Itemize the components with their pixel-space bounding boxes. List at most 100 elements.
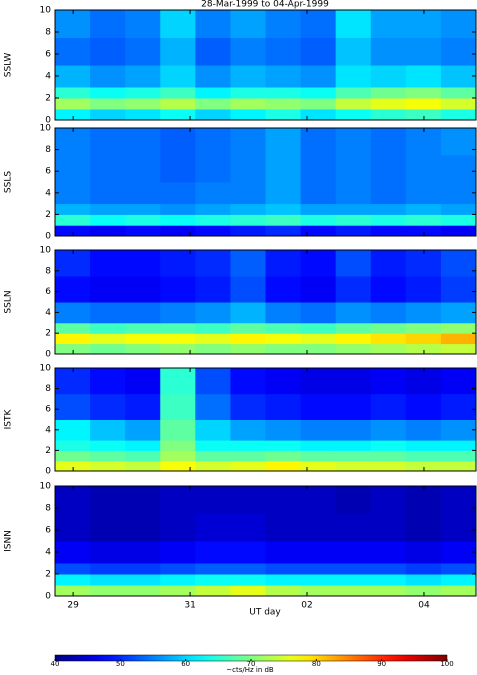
heat-cell [405, 419, 442, 441]
heat-cell [335, 585, 372, 597]
heat-cell [335, 250, 372, 277]
heat-cell [300, 541, 337, 564]
heat-cell [300, 563, 337, 575]
heat-cell [265, 98, 302, 110]
heat-cell [370, 276, 407, 303]
heat-cell [55, 250, 91, 277]
heat-cell [370, 203, 407, 215]
y-tick-label: 6 [45, 50, 51, 60]
heat-cell [265, 563, 302, 575]
heat-cell [195, 65, 231, 88]
heat-cell [195, 128, 231, 156]
heat-cell [195, 440, 231, 451]
y-tick-label: 6 [45, 287, 51, 297]
heat-cell [265, 343, 302, 355]
heat-cell [335, 419, 372, 441]
heat-cell [90, 541, 126, 564]
heat-cell [265, 302, 302, 324]
heat-cell [230, 513, 266, 542]
heat-cell [405, 368, 442, 395]
heat-cell [55, 203, 91, 215]
y-axis-label: ISTK [4, 409, 14, 430]
heat-cell [335, 203, 372, 215]
heat-cell [195, 486, 231, 514]
y-tick-label: 8 [45, 28, 51, 38]
heat-cell [230, 574, 266, 586]
heat-cell [335, 486, 372, 514]
heat-cell [195, 214, 231, 226]
heat-cell [195, 393, 231, 420]
heat-cell [90, 585, 126, 597]
heat-cell [160, 368, 196, 395]
y-tick-label: 8 [45, 266, 51, 276]
heat-cell [370, 450, 407, 462]
heat-cell [125, 513, 161, 542]
heat-cell [405, 128, 442, 156]
heat-cell [405, 225, 442, 237]
heat-cell [440, 10, 477, 38]
heat-cell [55, 333, 91, 345]
x-axis-label: UT day [249, 608, 281, 618]
heat-cell [230, 203, 266, 215]
y-tick-label: 10 [40, 124, 52, 134]
heat-cell [160, 563, 196, 575]
heat-cell [335, 440, 372, 451]
heat-cell [405, 460, 442, 472]
heat-cell [230, 214, 266, 226]
heat-cell [300, 65, 337, 88]
heat-cell [405, 333, 442, 345]
heat-cell [405, 276, 442, 303]
heat-cell [300, 87, 337, 99]
heat-cell [125, 419, 161, 441]
heat-cell [405, 98, 442, 110]
heat-cell [90, 440, 126, 451]
heat-cell [230, 87, 266, 99]
heat-cell [370, 109, 407, 121]
heat-cell [160, 393, 196, 420]
heat-cell [160, 302, 196, 324]
heat-cell [440, 302, 477, 324]
heat-cell [55, 214, 91, 226]
heat-cell [55, 563, 91, 575]
y-tick-label: 4 [45, 308, 51, 318]
heat-cell [195, 563, 231, 575]
heat-cell [195, 10, 231, 38]
heat-cell [300, 225, 337, 237]
heat-cell [300, 203, 337, 215]
heat-cell [335, 393, 372, 420]
heat-cell [230, 128, 266, 156]
heat-cell [335, 450, 372, 462]
heat-cell [300, 322, 337, 334]
y-tick-label: 4 [45, 548, 51, 558]
heat-cell [300, 333, 337, 345]
heat-cell [300, 10, 337, 38]
heat-cell [370, 10, 407, 38]
heat-cell [90, 276, 126, 303]
heat-cell [160, 513, 196, 542]
heat-cell [405, 10, 442, 38]
heat-cell [230, 155, 266, 183]
heat-cell [440, 65, 477, 88]
heat-cell [440, 276, 477, 303]
heat-cell [55, 302, 91, 324]
y-tick-label: 4 [45, 72, 51, 82]
heat-cell [300, 450, 337, 462]
heat-cell [370, 368, 407, 395]
heat-cell [265, 368, 302, 395]
heat-cell [300, 513, 337, 542]
heat-cell [125, 155, 161, 183]
heat-cell [90, 322, 126, 334]
heat-cell [55, 343, 91, 355]
heat-cell [125, 128, 161, 156]
heat-cell [230, 225, 266, 237]
heat-cell [230, 10, 266, 38]
heat-cell [55, 419, 91, 441]
heat-cell [370, 98, 407, 110]
heat-cell [160, 203, 196, 215]
heat-cell [160, 486, 196, 514]
heat-cell [405, 541, 442, 564]
colorbar-label: ~cts/Hz in dB [226, 666, 274, 674]
heat-cell [370, 419, 407, 441]
heat-cell [55, 128, 91, 156]
heat-cell [125, 343, 161, 355]
